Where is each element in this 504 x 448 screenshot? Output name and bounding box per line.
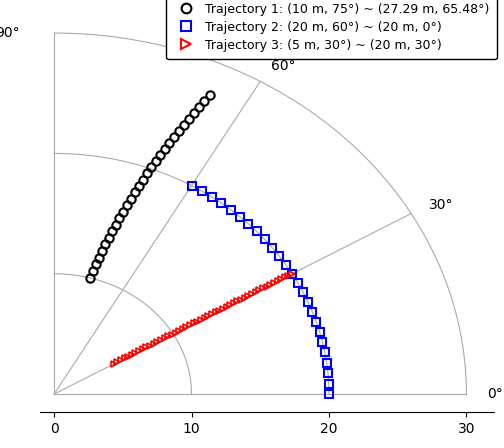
Text: 90°: 90° — [0, 26, 20, 40]
Text: 30°: 30° — [429, 198, 454, 211]
Text: 60°: 60° — [271, 59, 295, 73]
Legend: Trajectory 1: (10 m, 75°) ~ (27.29 m, 65.48°), Trajectory 2: (20 m, 60°) ~ (20 m: Trajectory 1: (10 m, 75°) ~ (27.29 m, 65… — [166, 0, 497, 59]
Text: 0°: 0° — [487, 387, 503, 401]
